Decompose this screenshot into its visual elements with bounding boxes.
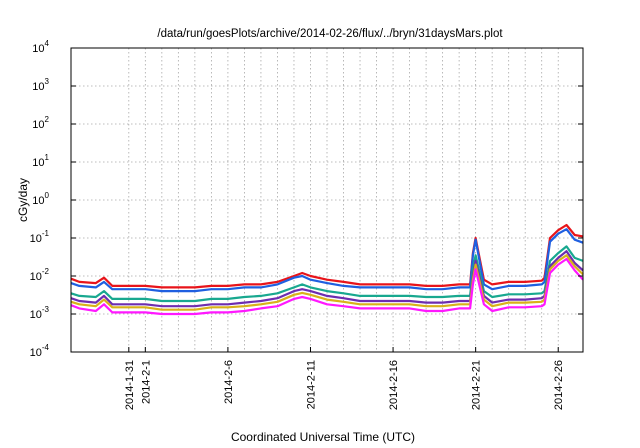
series-line <box>70 245 584 303</box>
y-tick-label: 101 <box>32 153 49 169</box>
chart-title: /data/run/goesPlots/archive/2014-02-26/f… <box>157 28 503 40</box>
data-series <box>70 223 584 316</box>
series-line <box>70 228 584 293</box>
x-tick-label: 2014-2-6 <box>223 360 235 404</box>
y-tick-label: 104 <box>32 39 49 55</box>
x-tick-label: 2014-2-26 <box>553 360 565 410</box>
y-tick-label: 10-3 <box>30 305 50 321</box>
y-axis-label: cGy/day <box>16 178 30 222</box>
y-tick-label: 103 <box>32 77 49 93</box>
y-tick-label: 102 <box>32 115 49 131</box>
x-tick-label: 2014-2-16 <box>388 360 400 410</box>
series-line <box>70 254 584 311</box>
x-tick-label: 2014-2-11 <box>305 360 317 409</box>
x-tick-label: 2014-2-21 <box>471 360 483 410</box>
y-tick-label: 100 <box>32 191 49 207</box>
y-tick-label: 10-4 <box>30 343 50 359</box>
y-axis-ticks: 10-4 10-3 10-2 10-1 100 101 102 103 104 <box>30 39 583 359</box>
series-line <box>70 250 584 308</box>
y-tick-label: 10-1 <box>30 229 50 245</box>
x-tick-label: 2014-2-1 <box>140 360 152 404</box>
x-tick-label: 2014-1-31 <box>124 360 136 410</box>
x-axis-ticks: 2014-1-31 2014-2-1 2014-2-6 2014-2-11 2014-2… <box>124 347 565 410</box>
y-tick-label: 10-2 <box>30 267 50 283</box>
x-axis-label: Coordinated Universal Time (UTC) <box>231 430 415 444</box>
series-line <box>70 223 584 289</box>
series-line <box>70 257 584 316</box>
